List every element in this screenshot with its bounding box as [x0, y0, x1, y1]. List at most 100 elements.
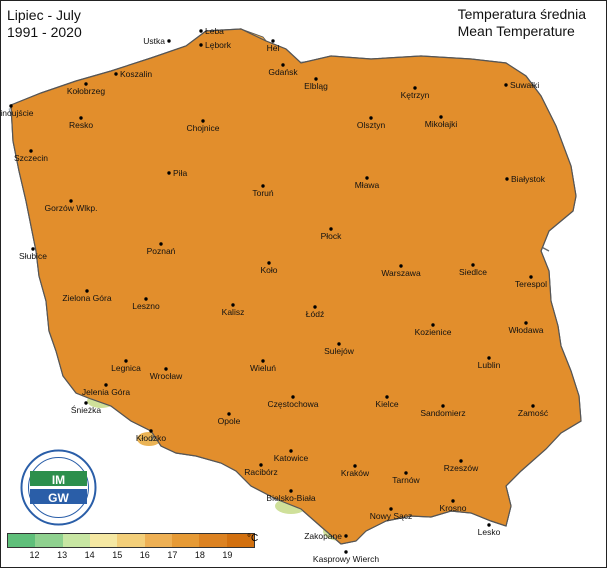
city-marker	[29, 149, 33, 153]
legend-tick-label: 17	[167, 550, 178, 560]
city-marker	[199, 29, 203, 33]
city-label: Gdańsk	[268, 67, 298, 77]
city-label: Sulejów	[324, 346, 355, 356]
city-marker	[531, 404, 535, 408]
svg-text:GW: GW	[48, 491, 69, 505]
city-marker	[471, 263, 475, 267]
city-label: Sandomierz	[420, 408, 465, 418]
city-label: Krosno	[440, 503, 467, 513]
legend-swatch	[8, 534, 36, 547]
legend-tick-label: 19	[222, 550, 233, 560]
city-label: Kozienice	[415, 327, 452, 337]
legend-swatch	[35, 534, 63, 547]
city-marker	[261, 184, 265, 188]
legend-unit: °C	[247, 533, 259, 544]
city-marker	[261, 359, 265, 363]
city-label: Racibórz	[244, 467, 278, 477]
city-label: Świnoujście	[1, 107, 34, 118]
period-title: Lipiec - July 1991 - 2020	[7, 7, 82, 41]
city-label: Suwałki	[510, 80, 539, 90]
city-marker	[164, 367, 168, 371]
city-label: Jelenia Góra	[82, 387, 130, 397]
legend-labels: 12 13 14 15 16 17 18 19	[7, 548, 255, 561]
city-label: Mława	[355, 180, 380, 190]
city-marker	[385, 395, 389, 399]
city-marker	[369, 116, 373, 120]
city-label: Gorzów Wlkp.	[45, 203, 98, 213]
city-label: Legnica	[111, 363, 141, 373]
city-marker	[149, 429, 153, 433]
city-marker	[167, 171, 171, 175]
legend-tick-label: 13	[57, 550, 68, 560]
city-label: Szczecin	[14, 153, 48, 163]
city-marker	[104, 383, 108, 387]
city-marker	[487, 356, 491, 360]
city-label: Białystok	[511, 174, 546, 184]
map-title-polish: Temperatura średnia	[457, 6, 586, 22]
city-label: Leszno	[132, 301, 160, 311]
years-label: 1991 - 2020	[7, 24, 82, 40]
city-marker	[144, 297, 148, 301]
city-label: Katowice	[274, 453, 309, 463]
city-marker	[529, 275, 533, 279]
svg-text:IM: IM	[52, 473, 65, 487]
city-marker	[399, 264, 403, 268]
city-marker	[353, 464, 357, 468]
city-label: Koło	[260, 265, 277, 275]
city-marker	[289, 489, 293, 493]
legend-swatch	[199, 534, 227, 547]
city-label: Toruń	[252, 188, 274, 198]
city-label: Kasprowy Wierch	[313, 554, 379, 564]
city-label: Częstochowa	[267, 399, 318, 409]
city-label: Tarnów	[392, 475, 420, 485]
city-marker	[313, 305, 317, 309]
city-marker	[159, 242, 163, 246]
city-marker	[504, 83, 508, 87]
city-label: Rzeszów	[444, 463, 479, 473]
city-label: Włodawa	[509, 325, 544, 335]
imgw-logo: IM GW	[20, 449, 97, 526]
legend-color-bar	[7, 533, 255, 548]
legend-swatch	[144, 534, 172, 547]
city-marker	[199, 43, 203, 47]
city-label: Opole	[218, 416, 241, 426]
city-label: Łódź	[306, 309, 324, 319]
city-marker	[84, 401, 88, 405]
legend-tick-label: 14	[84, 550, 95, 560]
city-marker	[439, 115, 443, 119]
city-marker	[329, 227, 333, 231]
city-marker	[451, 499, 455, 503]
city-marker	[259, 463, 263, 467]
city-marker	[289, 449, 293, 453]
city-label: Zielona Góra	[62, 293, 111, 303]
legend-swatch	[226, 534, 254, 547]
legend-tick-label: 18	[194, 550, 205, 560]
city-label: Kalisz	[222, 307, 245, 317]
city-label: Kielce	[375, 399, 398, 409]
city-label: Łeba	[205, 26, 224, 36]
city-label: Lębork	[205, 40, 232, 50]
temperature-legend: 12 13 14 15 16 17 18 19 °C	[7, 533, 259, 563]
city-label: Słubice	[19, 251, 47, 261]
city-marker	[389, 507, 393, 511]
city-marker	[79, 116, 83, 120]
city-label: Koszalin	[120, 69, 152, 79]
city-marker	[459, 459, 463, 463]
city-label: Nowy Sącz	[370, 511, 413, 521]
legend-swatch	[117, 534, 145, 547]
city-marker	[267, 261, 271, 265]
city-marker	[431, 323, 435, 327]
city-label: Siedlce	[459, 267, 487, 277]
city-marker	[413, 86, 417, 90]
city-marker	[365, 176, 369, 180]
city-label: Resko	[69, 120, 93, 130]
city-label: Piła	[173, 168, 187, 178]
city-marker	[487, 523, 491, 527]
city-marker	[271, 39, 275, 43]
city-marker	[231, 303, 235, 307]
city-label: Śnieżka	[71, 404, 102, 415]
legend-tick-label: 15	[112, 550, 123, 560]
city-label: Płock	[321, 231, 343, 241]
city-label: Bielsko-Biała	[266, 493, 315, 503]
